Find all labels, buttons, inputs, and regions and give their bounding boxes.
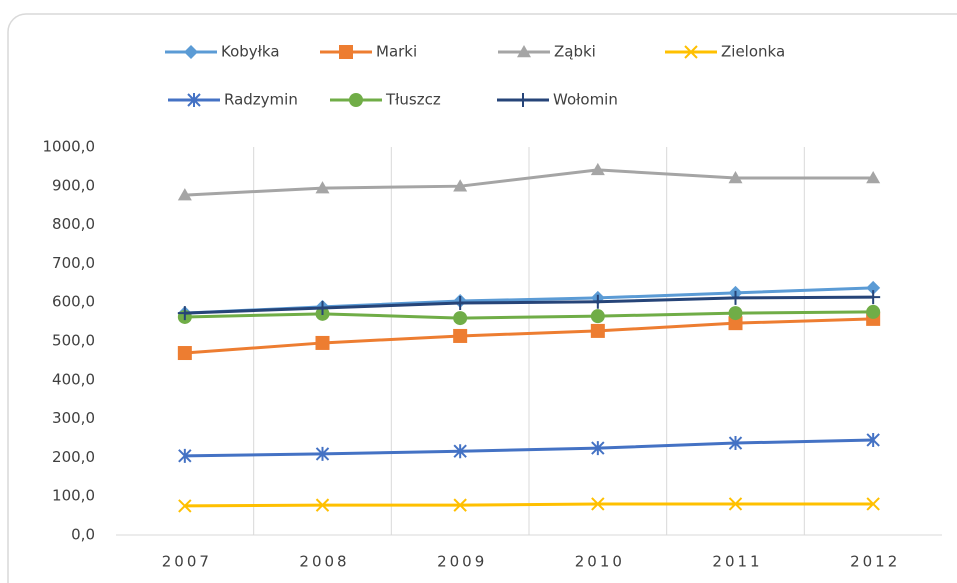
legend-item: Marki bbox=[320, 43, 417, 61]
legend-item: Wołomin bbox=[497, 91, 618, 109]
marker bbox=[590, 294, 605, 309]
marker bbox=[517, 45, 531, 58]
y-tick-label: 600,0 bbox=[52, 293, 95, 311]
series-line bbox=[184, 310, 874, 320]
marker bbox=[516, 93, 530, 107]
legend-item: Ząbki bbox=[498, 43, 596, 61]
marker bbox=[453, 328, 468, 343]
marker bbox=[315, 301, 330, 316]
marker bbox=[453, 498, 467, 512]
marker bbox=[349, 93, 363, 107]
marker bbox=[315, 181, 330, 194]
marker bbox=[315, 446, 330, 461]
series-line bbox=[184, 317, 874, 355]
marker bbox=[866, 304, 881, 319]
legend-label: Kobyłka bbox=[221, 43, 280, 61]
legend-label: Zielonka bbox=[721, 43, 785, 61]
legend-label: Tłuszcz bbox=[385, 91, 441, 109]
marker bbox=[728, 497, 743, 511]
marker bbox=[866, 171, 881, 184]
marker bbox=[453, 295, 468, 310]
marker bbox=[728, 436, 743, 451]
series-line bbox=[184, 295, 874, 315]
marker bbox=[184, 45, 198, 59]
x-tick-label: 2009 bbox=[437, 553, 487, 571]
series bbox=[178, 497, 880, 513]
legend-item: Kobyłka bbox=[165, 43, 280, 61]
marker bbox=[339, 45, 353, 59]
marker bbox=[315, 498, 330, 512]
marker bbox=[866, 290, 881, 305]
marker bbox=[591, 497, 605, 511]
marker bbox=[177, 188, 192, 201]
legend-label: Marki bbox=[376, 43, 417, 61]
y-tick-label: 500,0 bbox=[52, 332, 95, 350]
y-tick-label: 0,0 bbox=[71, 526, 95, 544]
marker bbox=[728, 316, 743, 331]
legend-item: Radzymin bbox=[168, 91, 298, 109]
series bbox=[177, 162, 881, 201]
x-tick-label: 2010 bbox=[575, 553, 625, 571]
marker bbox=[590, 323, 605, 338]
y-tick-label: 100,0 bbox=[52, 487, 95, 505]
marker bbox=[315, 335, 330, 350]
marker bbox=[178, 499, 192, 513]
marker bbox=[453, 311, 468, 326]
marker bbox=[177, 346, 192, 361]
series-line bbox=[184, 502, 874, 508]
marker bbox=[453, 179, 468, 192]
x-tick-label: 2012 bbox=[850, 553, 900, 571]
series-line bbox=[184, 168, 874, 197]
series bbox=[178, 432, 880, 463]
x-tick-label: 2007 bbox=[162, 553, 212, 571]
legend-label: Wołomin bbox=[553, 91, 618, 109]
marker bbox=[684, 45, 698, 59]
marker bbox=[866, 432, 880, 447]
y-tick-label: 200,0 bbox=[52, 448, 95, 466]
legend-label: Radzymin bbox=[224, 91, 298, 109]
marker bbox=[728, 290, 743, 305]
legend-item: Zielonka bbox=[665, 43, 785, 61]
y-tick-label: 800,0 bbox=[52, 215, 95, 233]
series-line bbox=[184, 438, 874, 458]
marker bbox=[866, 497, 880, 511]
marker bbox=[453, 444, 467, 459]
marker bbox=[866, 280, 881, 295]
legend-item: Tłuszcz bbox=[330, 91, 441, 109]
marker bbox=[590, 309, 605, 324]
y-tick-label: 700,0 bbox=[52, 254, 95, 272]
x-tick-label: 2008 bbox=[299, 553, 349, 571]
marker bbox=[177, 306, 192, 321]
x-tick-label: 2011 bbox=[712, 553, 762, 571]
y-tick-label: 1000,0 bbox=[43, 138, 96, 156]
marker bbox=[591, 441, 605, 456]
legend-label: Ząbki bbox=[554, 43, 596, 61]
series bbox=[177, 290, 881, 321]
chart-frame bbox=[7, 13, 957, 583]
marker bbox=[590, 162, 605, 176]
marker bbox=[728, 171, 743, 184]
y-tick-label: 900,0 bbox=[52, 176, 95, 194]
marker bbox=[187, 93, 201, 107]
marker bbox=[728, 306, 743, 321]
y-tick-label: 300,0 bbox=[52, 409, 95, 427]
y-tick-label: 400,0 bbox=[52, 370, 95, 388]
marker bbox=[178, 448, 192, 463]
